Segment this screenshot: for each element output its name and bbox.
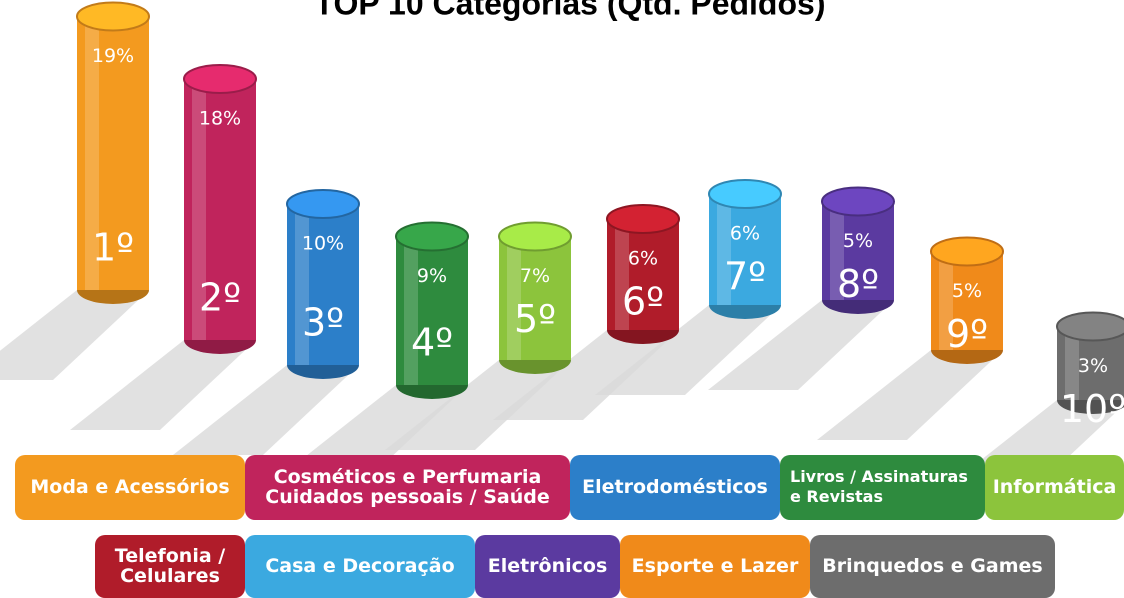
rank-label: 9º (946, 312, 988, 356)
cylinder-top (822, 188, 894, 216)
cylinder-top (607, 205, 679, 233)
cylinder-top (1057, 313, 1124, 341)
rank-label: 8º (837, 262, 879, 306)
category-label: Informática (993, 476, 1117, 498)
category-label: Telefonia / (115, 545, 226, 567)
value-label: 19% (92, 45, 134, 67)
value-label: 6% (628, 248, 658, 270)
chart: TOP 10 Categorias (Qtd. Pedidos) 19% 1º 18… (0, 0, 1124, 598)
cylinder-top (184, 65, 256, 93)
rank-label: 4º (411, 321, 453, 365)
category-label: Cuidados pessoais / Saúde (265, 486, 549, 508)
value-label: 7% (520, 265, 550, 287)
value-label: 9% (417, 265, 447, 287)
rank-label: 1º (92, 226, 134, 270)
cylinder-top (287, 190, 359, 218)
category-label: Casa e Decoração (265, 555, 454, 577)
value-label: 5% (843, 230, 873, 252)
rank-label: 10º (1060, 387, 1124, 431)
category-label: Esporte e Lazer (632, 555, 799, 577)
value-label: 18% (199, 108, 241, 130)
value-label: 10% (302, 233, 344, 255)
rank-label: 5º (514, 297, 556, 341)
cylinder-top (931, 238, 1003, 266)
rank-label: 3º (302, 301, 344, 345)
category-label: Brinquedos e Games (822, 555, 1042, 577)
value-label: 5% (952, 280, 982, 302)
category-label: Celulares (120, 565, 220, 587)
category-label: Eletrônicos (488, 555, 608, 577)
cylinder-top (709, 180, 781, 208)
rank-label: 7º (724, 255, 766, 299)
value-label: 3% (1078, 355, 1108, 377)
value-label: 6% (730, 223, 760, 245)
cylinder-top (499, 223, 571, 251)
category-label: Moda e Acessórios (30, 476, 229, 498)
category-label: e Revistas (790, 487, 883, 506)
category-label: Cosméticos e Perfumaria (274, 466, 542, 488)
chart-title: TOP 10 Categorias (Qtd. Pedidos) (315, 0, 826, 21)
category-label: Livros / Assinaturas (790, 467, 968, 486)
rank-label: 6º (622, 280, 664, 324)
shadow (0, 290, 149, 380)
rank-label: 2º (199, 276, 241, 320)
cylinder-top (396, 223, 468, 251)
category-label: Eletrodomésticos (582, 476, 768, 498)
cylinder-top (77, 3, 149, 31)
